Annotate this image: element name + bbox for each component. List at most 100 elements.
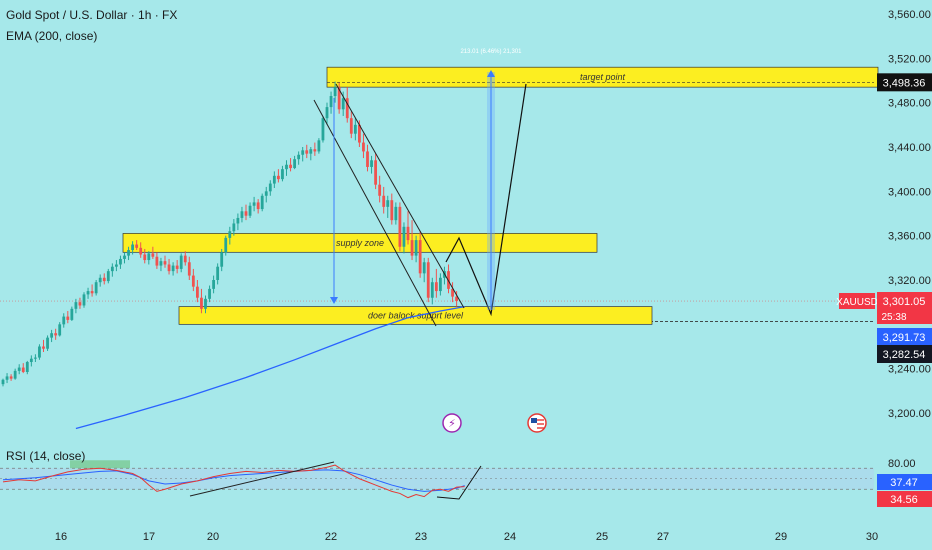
candle-body xyxy=(119,258,122,265)
candle-body xyxy=(54,333,58,336)
candle-body xyxy=(378,184,382,196)
x-axis-tick-label: 17 xyxy=(143,531,155,543)
candle-body xyxy=(439,277,442,292)
candle-body xyxy=(268,183,272,192)
candle-body xyxy=(394,206,398,221)
lightning-event-icon xyxy=(442,413,462,433)
rsi-band xyxy=(0,468,874,490)
candle-body xyxy=(301,150,305,155)
candle-body xyxy=(216,266,220,280)
candle-body xyxy=(90,291,94,294)
candle-body xyxy=(260,195,264,210)
candle-body xyxy=(50,333,53,338)
rsi-red-text: 34.56 xyxy=(890,494,918,506)
candle-body xyxy=(131,244,134,251)
candle-body xyxy=(5,376,9,380)
candle-body xyxy=(58,324,62,336)
candle-body xyxy=(402,226,406,247)
candle-body xyxy=(414,240,418,256)
candle-body xyxy=(115,264,118,267)
y-axis-tick-label: 3,520.00 xyxy=(888,53,931,65)
x-axis-tick-label: 23 xyxy=(415,531,427,543)
target-price-tag xyxy=(877,73,932,92)
candle-body xyxy=(9,376,13,379)
y-axis-tick-label: 3,360.00 xyxy=(888,231,931,243)
ema-indicator-label[interactable]: EMA (200, close) xyxy=(6,29,98,43)
candle-body xyxy=(98,277,102,283)
candle-body xyxy=(34,357,37,359)
candle-body xyxy=(370,160,373,167)
candle-body xyxy=(127,250,130,256)
y-axis-tick-label: 3,480.00 xyxy=(888,98,931,110)
candle-body xyxy=(21,367,25,372)
candle-body xyxy=(74,302,78,309)
candle-body xyxy=(171,265,175,272)
target-arrow-head xyxy=(487,70,495,77)
candle-body xyxy=(313,149,317,152)
candle-body xyxy=(187,262,191,276)
candle-body xyxy=(317,140,321,152)
candle-body xyxy=(430,282,434,298)
candle-body xyxy=(183,255,187,263)
zone-2 xyxy=(178,306,653,325)
candle-body xyxy=(434,282,438,292)
candle-body xyxy=(179,255,183,269)
candle-body xyxy=(390,200,394,221)
rsi-indicator-label[interactable]: RSI (14, close) xyxy=(6,449,86,463)
candle-body xyxy=(159,261,163,266)
candle-body xyxy=(123,255,126,259)
y-axis-tick-label: 3,400.00 xyxy=(888,186,931,198)
candle-body xyxy=(155,256,159,266)
zone-label: supply zone xyxy=(336,238,384,248)
candle-body xyxy=(151,253,155,257)
candle-body xyxy=(208,288,211,299)
candle-body xyxy=(240,211,244,218)
y-axis-tick-label: 3,320.00 xyxy=(888,275,931,287)
last-price-text: 3,301.05 xyxy=(883,296,926,308)
symbol-text: XAUUSD xyxy=(836,297,878,308)
candle-body xyxy=(147,253,151,261)
target-price-text: 3,498.36 xyxy=(883,77,926,89)
candle-body xyxy=(398,206,402,247)
candle-body xyxy=(42,346,45,349)
candle-body xyxy=(252,202,256,206)
rsi-overbought-fill xyxy=(70,460,130,469)
y-axis-tick-label: 3,200.00 xyxy=(888,408,931,420)
candle-body xyxy=(297,154,301,160)
y-axis-tick-label: 3,560.00 xyxy=(888,9,931,21)
candle-body xyxy=(175,265,179,269)
candle-body xyxy=(29,358,33,363)
candle-body xyxy=(349,118,353,134)
candle-body xyxy=(62,316,66,325)
candle-body xyxy=(17,367,21,371)
candle-body xyxy=(281,169,284,180)
ema200-line xyxy=(75,305,465,430)
candle-body xyxy=(25,362,29,372)
candle-body xyxy=(135,244,139,248)
candle-body xyxy=(248,205,252,216)
candle-body xyxy=(337,87,341,110)
x-axis-tick-label: 22 xyxy=(325,531,337,543)
x-axis-tick-label: 27 xyxy=(657,531,669,543)
candle-body xyxy=(455,296,458,302)
zone-1 xyxy=(122,233,598,253)
drop-arrow-head xyxy=(330,297,338,304)
rsi-80-label: 80.00 xyxy=(888,458,916,470)
candle-body xyxy=(236,217,240,224)
candle-body xyxy=(264,191,268,196)
candle-body xyxy=(110,266,114,272)
x-axis-tick-label: 20 xyxy=(207,531,219,543)
lightning-glyph: ⚡ xyxy=(448,417,456,430)
candle-body xyxy=(82,294,86,306)
rsi-blue-text: 37.47 xyxy=(890,477,918,489)
support-price-text: 3,282.54 xyxy=(883,349,926,361)
candle-body xyxy=(1,379,5,385)
channel-lower-line xyxy=(313,99,437,327)
candle-body xyxy=(244,211,248,216)
candle-body xyxy=(191,275,195,287)
candle-body xyxy=(341,98,345,110)
rsi-red-tag xyxy=(877,491,932,507)
rsi-ma-line xyxy=(2,469,465,492)
